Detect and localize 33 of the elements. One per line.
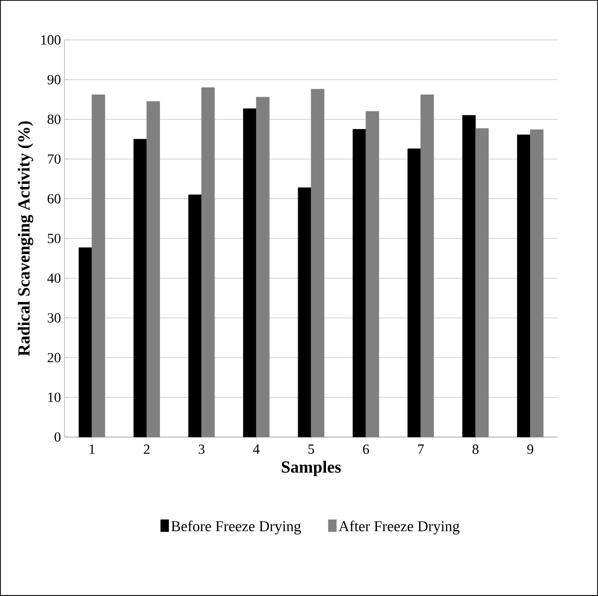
bar bbox=[352, 129, 366, 438]
y-tick-label: 90 bbox=[48, 74, 60, 84]
bar bbox=[298, 187, 312, 438]
y-tick-label: 50 bbox=[48, 234, 60, 244]
y-tick-label: 70 bbox=[48, 154, 60, 164]
bar bbox=[462, 115, 476, 438]
x-axis-title: Samples bbox=[282, 460, 341, 476]
y-tick-label: 40 bbox=[47, 273, 60, 283]
x-tick-label: 5 bbox=[308, 444, 314, 454]
x-tick-label: 6 bbox=[363, 444, 369, 454]
legend-label: Before Freeze Drying bbox=[171, 520, 301, 534]
x-tick-label: 8 bbox=[472, 444, 478, 454]
y-axis-title: Radical Scavenging Activity (%) bbox=[18, 121, 34, 356]
y-tick-label: 60 bbox=[48, 194, 60, 204]
x-tick-label: 3 bbox=[198, 444, 204, 454]
y-tick-label: 80 bbox=[48, 114, 60, 124]
bar bbox=[188, 194, 202, 438]
bar bbox=[243, 108, 257, 438]
bar bbox=[517, 134, 530, 438]
x-tick-label: 9 bbox=[527, 444, 534, 454]
y-tick-label: 20 bbox=[48, 352, 60, 362]
y-tick-label: 100 bbox=[41, 35, 60, 45]
bar bbox=[134, 138, 147, 438]
x-tick-label: 2 bbox=[144, 444, 150, 454]
bar bbox=[408, 148, 421, 438]
x-tick-label: 4 bbox=[253, 444, 260, 454]
y-tick-label: 0 bbox=[54, 432, 60, 442]
legend-label: After Freeze Drying bbox=[338, 520, 460, 534]
x-tick-label: 1 bbox=[90, 444, 95, 454]
bar bbox=[78, 247, 92, 438]
y-tick-label: 10 bbox=[48, 392, 60, 402]
y-tick-label: 30 bbox=[48, 313, 60, 323]
x-tick-label: 7 bbox=[418, 444, 424, 454]
